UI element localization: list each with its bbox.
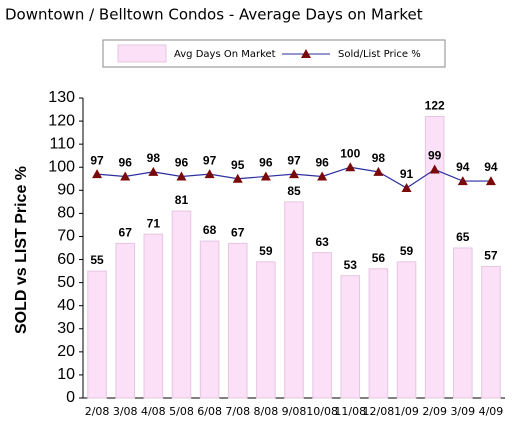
bar <box>199 240 220 399</box>
y-tick-label: 30 <box>57 320 75 337</box>
y-tick-label: 80 <box>57 205 75 222</box>
bar-value-label: 57 <box>484 249 498 263</box>
line-value-label: 96 <box>315 156 329 170</box>
marker <box>260 171 271 181</box>
line-value-label: 97 <box>90 153 104 167</box>
y-tick-label: 70 <box>57 228 75 245</box>
bar-value-label: 68 <box>203 223 217 237</box>
bar <box>171 210 192 399</box>
bar <box>453 247 473 399</box>
line-value-label: 98 <box>372 151 386 165</box>
x-tick-label: 12/08 <box>363 405 395 418</box>
line-value-label: 91 <box>400 167 414 181</box>
chart-title: Downtown / Belltown Condos - Average Day… <box>5 6 423 24</box>
legend-swatch <box>117 44 167 63</box>
bar-value-label: 71 <box>147 216 161 230</box>
legend-label: Avg Days On Market <box>174 49 276 60</box>
x-tick-label: 6/08 <box>197 405 222 418</box>
marker <box>457 176 468 186</box>
bar <box>396 261 417 399</box>
y-tick-label: 120 <box>48 112 75 129</box>
y-axis-label: SOLD vs LIST Price % <box>13 166 30 334</box>
bar-value-label: 63 <box>315 235 329 249</box>
line-value-label: 99 <box>428 149 442 163</box>
marker <box>345 162 356 172</box>
marker <box>289 169 299 179</box>
bar-value-label: 56 <box>372 251 386 265</box>
bar <box>368 268 389 399</box>
x-tick-label: 3/09 <box>450 405 475 418</box>
bar <box>312 252 332 399</box>
legend-label: Sold/List Price % <box>338 49 421 60</box>
y-tick-label: 90 <box>57 182 75 199</box>
bar-value-label: 67 <box>119 226 133 240</box>
x-tick-label: 3/08 <box>113 405 138 418</box>
bar-value-label: 53 <box>344 258 358 272</box>
marker <box>232 173 243 183</box>
marker <box>373 166 384 176</box>
bar-value-label: 59 <box>259 244 273 258</box>
line-value-label: 96 <box>259 156 273 170</box>
bar-value-label: 65 <box>456 230 470 244</box>
line-value-label: 100 <box>340 146 360 160</box>
y-tick-label: 100 <box>48 158 75 175</box>
x-tick-label: 4/09 <box>479 405 504 418</box>
bar <box>284 201 304 399</box>
legend-swatch <box>301 49 311 58</box>
marker <box>204 169 215 179</box>
y-tick-label: 60 <box>57 251 75 268</box>
bar-value-label: 122 <box>425 99 445 113</box>
line-value-label: 97 <box>203 153 217 167</box>
marker <box>120 171 131 181</box>
bar <box>227 242 248 399</box>
bar-value-label: 55 <box>90 253 104 267</box>
line-value-label: 98 <box>147 151 161 165</box>
line-value-label: 96 <box>119 156 133 170</box>
bar <box>87 270 107 399</box>
bar <box>424 115 445 399</box>
bar <box>340 275 361 399</box>
y-tick-label: 20 <box>57 343 75 360</box>
x-tick-label: 9/08 <box>282 405 307 418</box>
line-value-label: 97 <box>287 153 301 167</box>
bar <box>256 261 276 399</box>
bar-value-label: 81 <box>175 193 189 207</box>
x-tick-label: 2/09 <box>422 405 447 418</box>
line-value-label: 94 <box>456 160 470 174</box>
y-tick-label: 110 <box>49 135 75 152</box>
y-tick-label: 50 <box>57 274 75 291</box>
line-value-label: 95 <box>231 158 245 172</box>
bar <box>115 242 135 399</box>
x-tick-label: 7/08 <box>225 405 250 418</box>
line-value-label: 96 <box>175 156 189 170</box>
marker <box>401 183 412 192</box>
y-tick-label: 10 <box>57 366 75 383</box>
bar <box>143 233 164 399</box>
y-tick-label: 0 <box>66 389 75 406</box>
marker <box>429 164 440 174</box>
bar <box>481 265 501 399</box>
marker <box>148 166 159 176</box>
bar-value-label: 67 <box>231 226 245 240</box>
x-tick-label: 2/08 <box>85 405 110 418</box>
marker <box>485 176 496 186</box>
y-tick-label: 130 <box>48 89 75 106</box>
line-value-label: 94 <box>484 160 498 174</box>
bar-value-label: 85 <box>287 184 301 198</box>
marker <box>317 171 328 181</box>
y-tick-label: 40 <box>57 297 75 314</box>
x-tick-label: 10/08 <box>306 405 338 418</box>
x-tick-label: 4/08 <box>141 405 166 418</box>
x-tick-label: 5/08 <box>169 405 194 418</box>
x-tick-label: 11/08 <box>334 405 366 418</box>
x-tick-label: 1/09 <box>394 405 419 418</box>
marker <box>92 169 103 179</box>
marker <box>176 171 187 181</box>
x-tick-label: 8/08 <box>254 405 279 418</box>
bar-value-label: 59 <box>400 244 414 258</box>
